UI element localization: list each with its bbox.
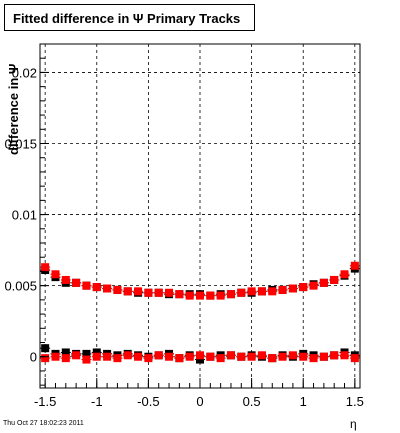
chart-title: Fitted difference in Ψ Primary Tracks (13, 11, 241, 26)
data-point (41, 354, 50, 363)
axis-ticks (40, 57, 356, 388)
data-point (82, 349, 91, 358)
series-1 (40, 261, 360, 300)
data-point (350, 261, 359, 270)
data-point (144, 354, 153, 363)
y-tick-label: 0.02 (12, 65, 37, 80)
x-tick-label: -1 (91, 394, 103, 409)
chart-title-box: Fitted difference in Ψ Primary Tracks (4, 4, 255, 31)
data-point (309, 354, 318, 363)
data-point (268, 287, 277, 296)
data-point (51, 352, 60, 361)
series-3 (40, 351, 360, 364)
data-point (278, 352, 287, 361)
data-point (206, 352, 215, 361)
data-point (123, 287, 132, 296)
data-point (41, 344, 50, 353)
data-point (175, 354, 184, 363)
data-point (330, 275, 339, 284)
data-point (319, 352, 328, 361)
data-point (185, 352, 194, 361)
y-tick-label: 0.01 (12, 208, 37, 223)
data-point (237, 288, 246, 297)
y-tick-label: 0 (30, 350, 37, 365)
data-point (113, 285, 122, 294)
data-point (175, 290, 184, 299)
data-point (226, 351, 235, 360)
data-point (92, 348, 101, 357)
data-point (144, 288, 153, 297)
y-axis-label: difference in Ψ (6, 63, 21, 155)
data-point (61, 348, 70, 357)
data-point (340, 351, 349, 360)
data-point (309, 281, 318, 290)
x-tick-label: 1.5 (346, 394, 364, 409)
data-point (247, 352, 256, 361)
data-point (299, 283, 308, 292)
data-point (154, 351, 163, 360)
data-point (92, 283, 101, 292)
data-points (40, 261, 360, 364)
data-point (61, 275, 70, 284)
x-tick-label: -0.5 (137, 394, 159, 409)
data-point (288, 284, 297, 293)
data-point (92, 352, 101, 361)
data-point (247, 287, 256, 296)
x-tick-label: 1 (300, 394, 307, 409)
data-point (196, 291, 204, 300)
y-tick-label: 0.005 (4, 279, 37, 294)
data-point (82, 355, 91, 364)
data-point (226, 290, 235, 299)
data-point (61, 354, 70, 363)
data-point (196, 351, 204, 360)
data-point (103, 352, 112, 361)
data-point (216, 291, 225, 300)
data-point (350, 354, 359, 363)
data-point (268, 354, 277, 363)
data-point (103, 284, 112, 293)
data-point (278, 285, 287, 294)
data-point (165, 288, 174, 297)
data-point (299, 352, 308, 361)
data-point (165, 352, 174, 361)
x-axis-label: η (350, 417, 357, 431)
data-point (340, 270, 349, 279)
data-point (257, 351, 266, 360)
data-point (134, 287, 143, 296)
data-point (154, 288, 163, 297)
x-tick-label: 0 (196, 394, 203, 409)
timestamp: Thu Oct 27 18:02:23 2011 (3, 420, 84, 427)
data-point (216, 354, 225, 363)
data-point (206, 291, 215, 300)
data-point (113, 354, 122, 363)
tick-labels: -1.5 -1 -0.5 0 0.5 1 1.5 0 0.005 0.01 0.015 0.02 (4, 65, 363, 409)
data-point (134, 352, 143, 361)
data-point (288, 351, 297, 360)
data-point (319, 278, 328, 287)
plot-frame (39, 43, 361, 389)
data-point (72, 351, 81, 360)
x-tick-label: -1.5 (34, 394, 56, 409)
data-point (51, 270, 60, 279)
data-point (257, 287, 266, 296)
data-point (196, 355, 204, 364)
data-point (41, 263, 50, 272)
data-point (330, 351, 339, 360)
data-point (82, 281, 91, 290)
data-point (72, 278, 81, 287)
data-point (237, 352, 246, 361)
grid-lines (40, 44, 360, 388)
data-point (123, 351, 132, 360)
data-point (185, 291, 194, 300)
x-tick-label: 0.5 (243, 394, 261, 409)
y-tick-label: 0.015 (4, 137, 37, 152)
